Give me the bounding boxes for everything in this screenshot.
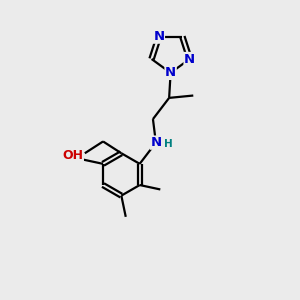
Text: OH: OH bbox=[62, 149, 83, 162]
Text: N: N bbox=[184, 52, 195, 65]
Text: N: N bbox=[165, 66, 176, 80]
Text: N: N bbox=[153, 30, 164, 43]
Text: H: H bbox=[164, 140, 173, 149]
Text: N: N bbox=[150, 136, 161, 149]
